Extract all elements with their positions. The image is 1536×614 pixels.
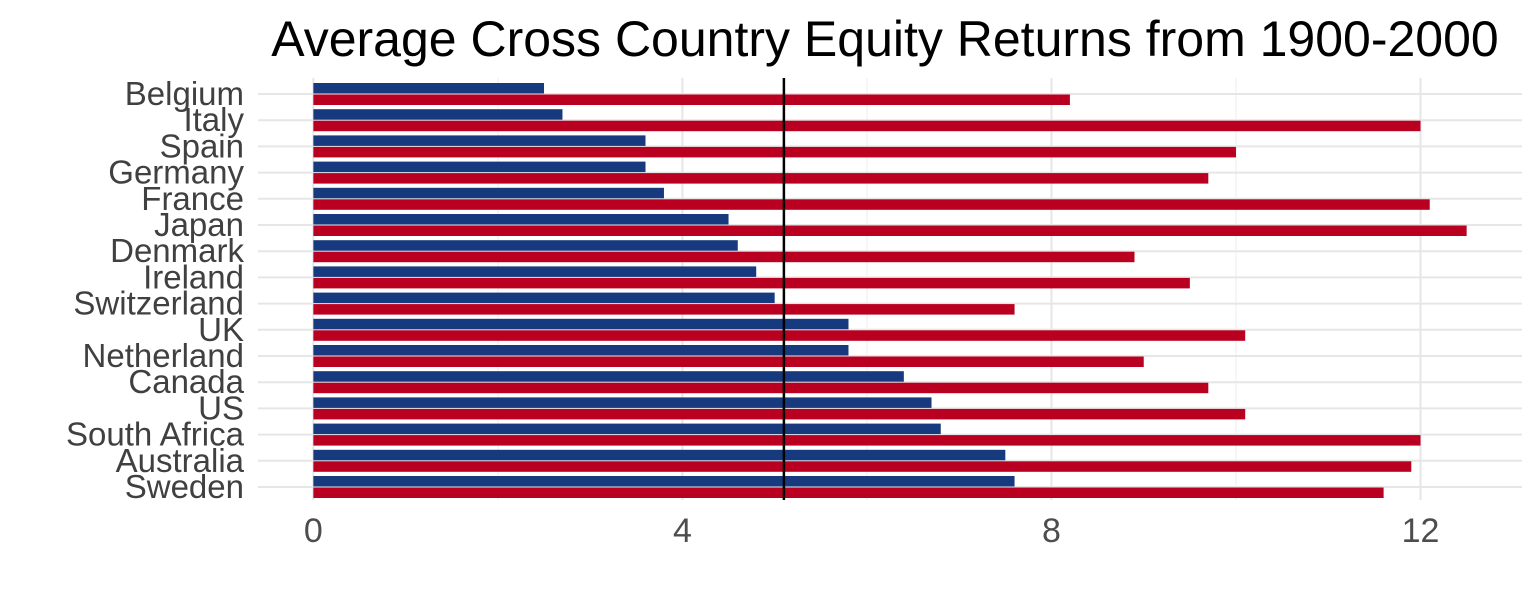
bar-series-a-japan (313, 214, 729, 225)
bar-series-a-belgium (313, 83, 545, 94)
bar-series-b-denmark (313, 251, 1135, 263)
y-tick-label: Ireland (143, 258, 244, 295)
bar-series-b-germany (313, 173, 1209, 184)
bar-series-b-japan (313, 225, 1467, 236)
bar-series-a-canada (313, 371, 904, 382)
y-tick-label: Spain (160, 127, 244, 164)
y-tick-label: Japan (154, 206, 244, 243)
x-tick-label: 4 (673, 512, 692, 550)
bar-series-b-sweden (313, 487, 1384, 498)
y-tick-label: South Africa (66, 416, 245, 453)
chart-title: Average Cross Country Equity Returns fro… (271, 11, 1498, 67)
bar-series-b-italy (313, 120, 1421, 132)
y-tick-label: Australia (116, 442, 245, 479)
y-tick-label: Germany (108, 154, 244, 191)
bar-series-b-south-africa (313, 435, 1421, 446)
bar-series-a-south-africa (313, 423, 941, 435)
bar-series-b-us (313, 408, 1246, 420)
bar-series-a-sweden (313, 476, 1015, 487)
x-axis: 0 4 8 12 (304, 512, 1440, 550)
y-tick-label: Switzerland (73, 285, 244, 322)
bar-series-a-denmark (313, 240, 738, 251)
y-tick-label: Belgium (125, 75, 244, 112)
bar-series-a-germany (313, 161, 646, 173)
bar-series-b-ireland (313, 277, 1190, 289)
bar-series-b-canada (313, 382, 1209, 394)
bar-series-a-switzerland (313, 292, 775, 304)
y-tick-label: France (141, 180, 244, 217)
bar-series-b-belgium (313, 94, 1070, 105)
bar-series-a-netherland (313, 345, 849, 356)
bar-series-a-uk (313, 318, 849, 330)
bar-series-a-us (313, 397, 932, 408)
y-tick-label: Sweden (125, 468, 244, 505)
bar-series-a-france (313, 187, 664, 199)
bar-series-b-switzerland (313, 304, 1015, 315)
y-tick-label: US (198, 389, 244, 426)
x-tick-label: 0 (304, 512, 323, 550)
y-tick-label: Denmark (110, 232, 244, 269)
bar-series-a-italy (313, 109, 563, 120)
bar-series-b-netherland (313, 356, 1144, 367)
y-tick-label: UK (198, 311, 244, 348)
x-tick-label: 12 (1402, 512, 1440, 550)
x-tick-label: 8 (1042, 512, 1061, 550)
bar-series-a-australia (313, 449, 1006, 461)
bar-series-b-uk (313, 330, 1246, 341)
bar-series-a-spain (313, 135, 646, 146)
y-tick-label: Canada (128, 363, 244, 400)
bars-layer (313, 83, 1467, 498)
y-tick-label: Netherland (83, 337, 244, 374)
bar-series-b-australia (313, 461, 1412, 472)
bar-series-b-spain (313, 146, 1236, 158)
y-tick-label: Italy (183, 101, 244, 138)
bar-series-a-ireland (313, 266, 757, 277)
y-axis: BelgiumItalySpainGermanyFranceJapanDenma… (66, 75, 245, 505)
bar-series-b-france (313, 199, 1430, 210)
